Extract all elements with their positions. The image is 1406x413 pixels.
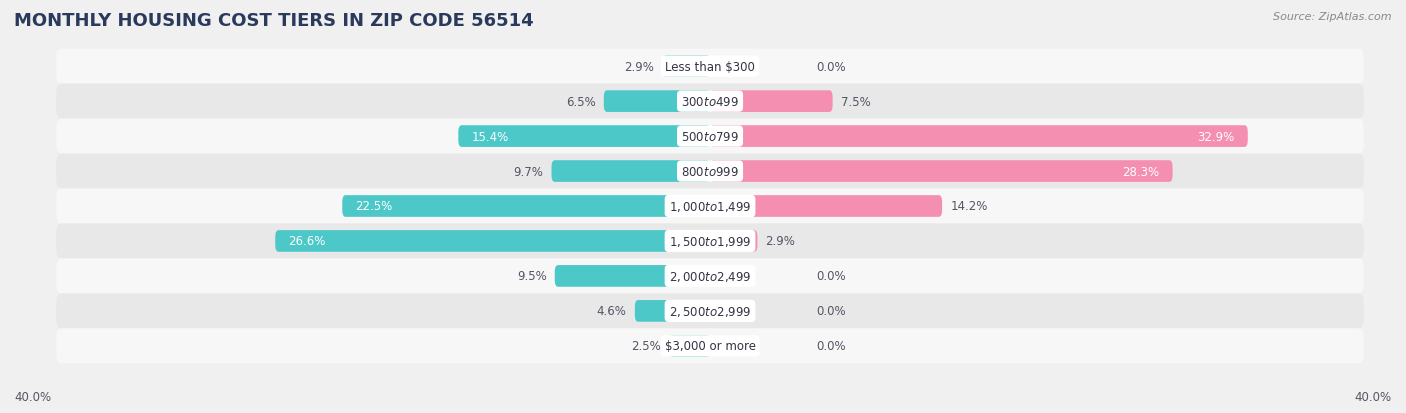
- FancyBboxPatch shape: [669, 335, 710, 357]
- Text: 0.0%: 0.0%: [817, 270, 846, 283]
- Text: $1,000 to $1,499: $1,000 to $1,499: [669, 199, 751, 214]
- FancyBboxPatch shape: [710, 161, 1173, 183]
- Text: 0.0%: 0.0%: [817, 61, 846, 74]
- Text: 2.9%: 2.9%: [766, 235, 796, 248]
- FancyBboxPatch shape: [56, 119, 1364, 154]
- Text: 14.2%: 14.2%: [950, 200, 987, 213]
- Text: 2.9%: 2.9%: [624, 61, 654, 74]
- Text: $300 to $499: $300 to $499: [681, 95, 740, 108]
- Text: MONTHLY HOUSING COST TIERS IN ZIP CODE 56514: MONTHLY HOUSING COST TIERS IN ZIP CODE 5…: [14, 12, 534, 30]
- FancyBboxPatch shape: [56, 224, 1364, 259]
- Text: 4.6%: 4.6%: [596, 305, 627, 318]
- Text: 40.0%: 40.0%: [14, 390, 51, 403]
- Text: 7.5%: 7.5%: [841, 95, 870, 108]
- FancyBboxPatch shape: [662, 56, 710, 78]
- FancyBboxPatch shape: [276, 230, 710, 252]
- Text: Less than $300: Less than $300: [665, 61, 755, 74]
- FancyBboxPatch shape: [56, 189, 1364, 224]
- Text: $2,000 to $2,499: $2,000 to $2,499: [669, 269, 751, 283]
- Text: $500 to $799: $500 to $799: [681, 130, 740, 143]
- FancyBboxPatch shape: [56, 329, 1364, 363]
- Text: 0.0%: 0.0%: [817, 339, 846, 352]
- FancyBboxPatch shape: [710, 230, 758, 252]
- Text: $3,000 or more: $3,000 or more: [665, 339, 755, 352]
- Text: 9.5%: 9.5%: [517, 270, 547, 283]
- Text: 32.9%: 32.9%: [1198, 130, 1234, 143]
- Text: 9.7%: 9.7%: [513, 165, 543, 178]
- FancyBboxPatch shape: [56, 84, 1364, 119]
- Text: 22.5%: 22.5%: [356, 200, 392, 213]
- Text: 26.6%: 26.6%: [288, 235, 326, 248]
- FancyBboxPatch shape: [551, 161, 710, 183]
- FancyBboxPatch shape: [342, 196, 710, 217]
- FancyBboxPatch shape: [710, 126, 1247, 147]
- Text: 15.4%: 15.4%: [471, 130, 509, 143]
- Text: 0.0%: 0.0%: [817, 305, 846, 318]
- Text: 28.3%: 28.3%: [1122, 165, 1160, 178]
- FancyBboxPatch shape: [603, 91, 710, 113]
- FancyBboxPatch shape: [56, 294, 1364, 329]
- Text: 6.5%: 6.5%: [565, 95, 596, 108]
- FancyBboxPatch shape: [555, 266, 710, 287]
- Text: Source: ZipAtlas.com: Source: ZipAtlas.com: [1274, 12, 1392, 22]
- FancyBboxPatch shape: [56, 50, 1364, 84]
- Text: 2.5%: 2.5%: [631, 339, 661, 352]
- Text: $800 to $999: $800 to $999: [681, 165, 740, 178]
- FancyBboxPatch shape: [636, 300, 710, 322]
- FancyBboxPatch shape: [710, 196, 942, 217]
- FancyBboxPatch shape: [56, 154, 1364, 189]
- Text: 40.0%: 40.0%: [1355, 390, 1392, 403]
- FancyBboxPatch shape: [56, 259, 1364, 294]
- FancyBboxPatch shape: [710, 91, 832, 113]
- Text: $1,500 to $1,999: $1,500 to $1,999: [669, 235, 751, 248]
- Text: $2,500 to $2,999: $2,500 to $2,999: [669, 304, 751, 318]
- FancyBboxPatch shape: [458, 126, 710, 147]
